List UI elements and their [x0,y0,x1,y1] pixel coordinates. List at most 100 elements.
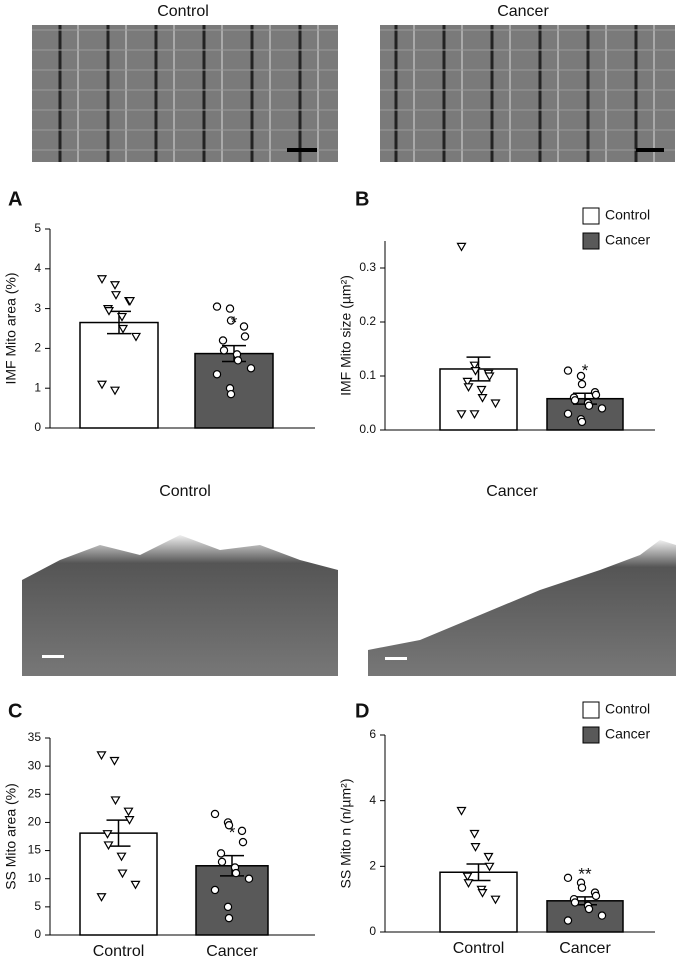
micrograph-label: Cancer [497,3,549,20]
data-point [469,361,480,371]
data-point [103,841,114,851]
data-point [212,370,222,379]
legend-swatch [582,701,600,719]
bar [194,352,274,429]
data-point [456,242,467,252]
y-axis-label: SS Mito area (%) [3,783,19,890]
data-point [226,389,236,399]
data-point [124,297,136,306]
y-tick-label: 10 [28,871,42,885]
y-tick-label: 25 [28,786,42,800]
data-point [117,869,128,879]
data-point [96,380,108,390]
data-point [463,879,474,888]
data-point [224,913,234,923]
data-point [103,306,115,316]
data-point [218,336,228,345]
y-tick-label: 6 [369,727,376,741]
y-tick-label: 35 [28,730,42,744]
data-point [123,807,134,817]
data-point [484,862,495,872]
data-point [483,852,494,862]
y-tick-label: 0 [34,927,41,941]
data-point [597,911,607,920]
data-point [577,379,587,389]
y-tick-label: 30 [28,758,42,772]
data-point [591,390,601,400]
data-point [591,891,601,901]
data-point [224,821,234,830]
data-point [570,898,580,907]
x-tick-label: Control [453,940,505,957]
data-point [239,322,249,331]
y-tick-label: 5 [34,221,41,235]
data-point [96,275,108,284]
data-point [462,377,473,387]
y-tick-label: 4 [34,261,41,275]
data-point [216,849,226,858]
data-point [563,873,573,883]
data-point [109,756,120,766]
data-point [570,396,580,405]
data-point [470,367,481,376]
data-point [226,316,236,325]
panel-label: A [8,188,22,210]
bar [79,321,159,429]
scale-bar [636,148,664,152]
y-tick-label: 0 [369,924,376,938]
x-tick-label: Control [93,943,145,960]
data-point [124,816,135,825]
legend-label: Control [605,701,650,717]
data-point [469,829,480,839]
data-point [484,372,495,382]
data-point [217,857,227,867]
x-tick-label: Cancer [206,943,258,960]
data-point [210,885,220,895]
data-point [130,880,141,890]
y-tick-label: 5 [34,899,41,913]
y-tick-label: 0.0 [359,422,376,436]
data-point [597,404,607,413]
data-point [231,868,241,878]
data-point [477,889,488,898]
legend-label: Cancer [605,726,650,742]
data-point [109,386,121,396]
data-point [563,409,573,418]
data-point [584,904,594,914]
data-point [130,332,142,342]
data-point [223,902,233,912]
data-point [225,304,235,313]
y-axis-label: IMF Mito area (%) [3,272,19,384]
panel-label: C [8,700,22,722]
data-point [110,796,121,806]
data-point [233,356,243,365]
annotation: * [582,361,589,380]
data-point [240,332,250,341]
micrograph-label: Cancer [486,483,538,500]
data-point [116,312,128,322]
y-tick-label: 0.1 [359,368,376,382]
panel-label: D [355,700,369,722]
y-tick-label: 4 [369,793,376,807]
x-tick-label: Cancer [559,940,611,957]
data-point [212,302,222,311]
micrograph-label: Control [159,483,211,500]
micrograph [368,540,676,676]
y-tick-label: 15 [28,843,42,857]
data-point [470,843,481,852]
data-point [462,872,473,882]
data-point [456,806,467,816]
data-point [477,394,488,403]
y-tick-label: 0.2 [359,314,376,328]
panel-label: B [355,188,369,210]
data-point [117,324,129,334]
micrograph [380,25,675,162]
y-tick-label: 0 [34,420,41,434]
data-point [490,895,501,905]
data-point [577,417,587,427]
legend-swatch [582,726,600,744]
data-point [210,809,220,819]
legend-label: Cancer [605,232,650,248]
data-point [237,826,247,836]
y-tick-label: 20 [28,815,42,829]
